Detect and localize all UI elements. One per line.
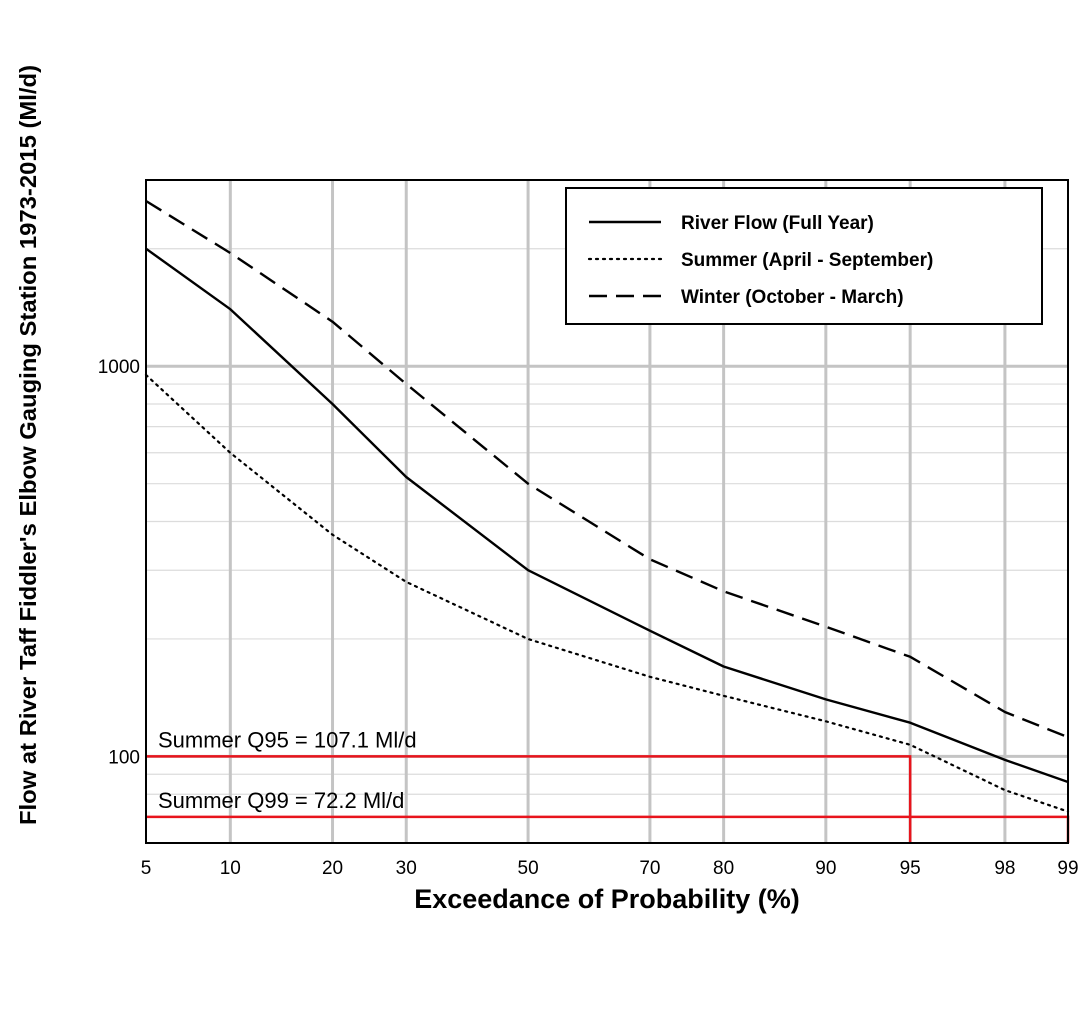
y-axis-title: Flow at River Taff Fiddler's Elbow Gaugi… <box>15 65 41 825</box>
x-tick-label: 70 <box>639 858 660 879</box>
x-tick-label: 80 <box>713 858 734 879</box>
x-tick-label: 90 <box>815 858 836 879</box>
x-tick-label: 99 <box>1057 858 1078 879</box>
plot-frame <box>145 179 1069 844</box>
x-tick-label: 98 <box>994 858 1015 879</box>
y-tick-label: 100 <box>108 747 140 768</box>
x-tick-label: 10 <box>220 858 241 879</box>
annotation-line <box>146 755 912 843</box>
legend-box <box>565 187 1043 325</box>
annotation-label: Summer Q99 = 72.2 Ml/d <box>158 788 404 813</box>
series-line-dashed <box>145 199 1069 739</box>
series-line-dotted <box>144 373 1070 813</box>
x-tick-label: 20 <box>322 858 343 879</box>
x-axis-title: Exceedance of Probability (%) <box>414 884 800 914</box>
legend-label: Summer (April - September) <box>681 250 933 271</box>
x-tick-label: 30 <box>396 858 417 879</box>
legend-label: River Flow (Full Year) <box>681 213 874 234</box>
legend-label: Winter (October - March) <box>681 287 904 308</box>
y-tick-label: 1000 <box>98 357 140 378</box>
series-lines <box>144 199 1070 813</box>
x-tick-label: 5 <box>141 858 152 879</box>
x-tick-label: 95 <box>900 858 921 879</box>
annotation-label: Summer Q95 = 107.1 Ml/d <box>158 727 417 752</box>
annotations: Summer Q95 = 107.1 Ml/d Summer Q99 = 72.2… <box>146 727 1070 843</box>
series-line-solid <box>145 247 1069 784</box>
legend: River Flow (Full Year) Summer (April - Se… <box>565 187 1043 325</box>
x-tick-label: 50 <box>518 858 539 879</box>
tick-labels: 5 10 20 30 50 70 80 90 95 98 99 100 1000 <box>98 357 1079 879</box>
